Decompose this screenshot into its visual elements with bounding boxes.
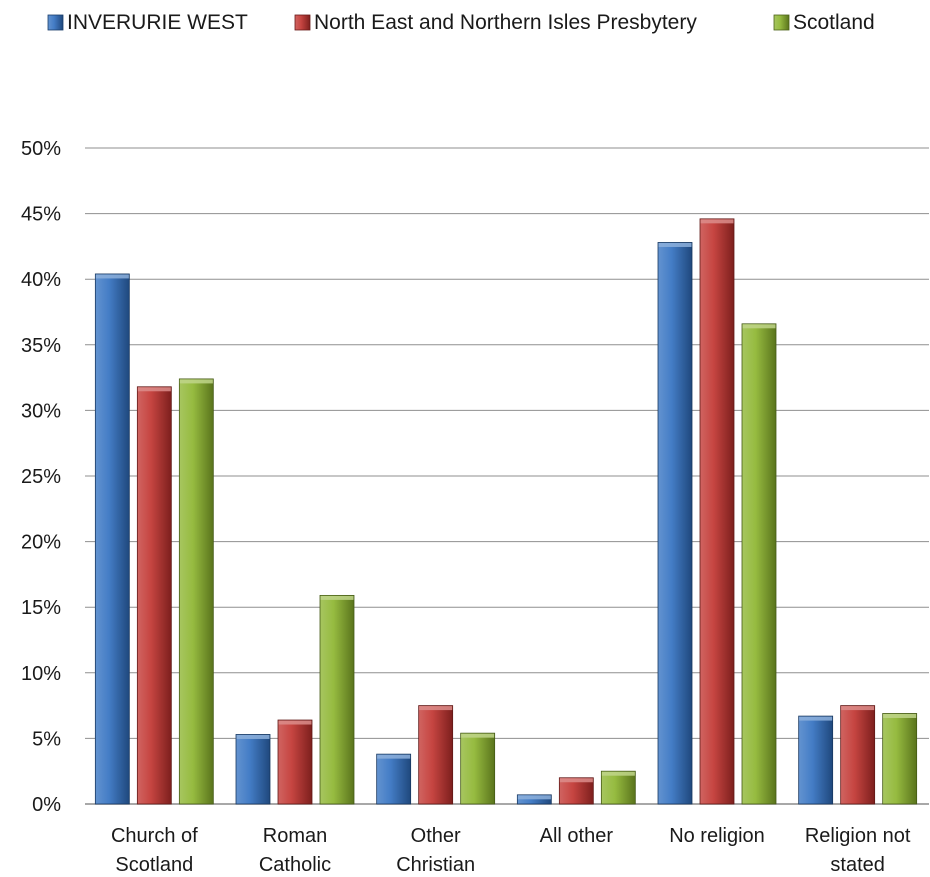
bar: [419, 706, 453, 804]
bar-body: [461, 733, 495, 804]
bar-body: [601, 771, 635, 804]
bar-top-highlight: [518, 795, 551, 799]
bar-top-highlight: [743, 324, 776, 328]
legend-label: Scotland: [793, 11, 875, 34]
y-tick-label: 5%: [32, 728, 61, 750]
y-tick-label: 40%: [21, 269, 61, 291]
bar-top-highlight: [96, 274, 129, 278]
legend-swatch: [48, 15, 63, 30]
bar-top-highlight: [419, 706, 452, 710]
bar: [95, 274, 129, 804]
y-tick-label: 50%: [21, 138, 61, 160]
bar-body: [278, 720, 312, 804]
legend-item: Scotland: [774, 11, 875, 34]
legend-item: INVERURIE WEST: [48, 11, 248, 34]
bar-body: [799, 716, 833, 804]
x-tick-label-line: Religion not: [805, 825, 911, 847]
bar-top-highlight: [841, 706, 874, 710]
x-tick-label-line: All other: [540, 825, 614, 847]
bar-body: [179, 379, 213, 804]
x-tick-label-line: Christian: [396, 854, 475, 876]
y-tick-label: 35%: [21, 335, 61, 357]
bar-body: [841, 706, 875, 804]
bar-top-highlight: [659, 243, 692, 247]
x-tick-label: Religion not stated: [805, 825, 911, 876]
x-tick-label: All other: [540, 825, 614, 847]
bar-top-highlight: [377, 755, 410, 759]
x-tick-label-line: No religion: [669, 825, 765, 847]
bar: [601, 771, 635, 804]
x-tick-label: No religion: [669, 825, 765, 847]
x-tick-label-line: Scotland: [115, 854, 193, 876]
bar: [278, 720, 312, 804]
bar-body: [236, 734, 270, 804]
bar: [742, 324, 776, 804]
bar-top-highlight: [602, 772, 635, 776]
bar: [883, 713, 917, 804]
bar-body: [95, 274, 129, 804]
bar: [320, 595, 354, 804]
x-tick-label: Other Christian: [396, 825, 475, 876]
legend-label: INVERURIE WEST: [67, 11, 248, 34]
bar: [179, 379, 213, 804]
legend-swatch: [295, 15, 310, 30]
bar: [236, 734, 270, 804]
bar: [799, 716, 833, 804]
bar-top-highlight: [180, 379, 213, 383]
bar-body: [700, 219, 734, 804]
legend-label: North East and Northern Isles Presbytery: [314, 11, 697, 34]
x-tick-label-line: Catholic: [259, 854, 331, 876]
bar-body: [742, 324, 776, 804]
x-tick-label-line: Church of: [111, 825, 198, 847]
y-tick-label: 25%: [21, 466, 61, 488]
bar: [841, 706, 875, 804]
bar: [700, 219, 734, 804]
legend-swatch: [774, 15, 789, 30]
bar-top-highlight: [237, 735, 270, 739]
legend-item: North East and Northern Isles Presbytery: [295, 11, 697, 34]
y-tick-label: 0%: [32, 794, 61, 816]
x-tick-label-line: stated: [830, 854, 884, 876]
bar-top-highlight: [138, 387, 171, 391]
x-tick-label-line: Other: [411, 825, 461, 847]
bar: [658, 242, 692, 804]
bars: [95, 219, 916, 804]
y-tick-label: 10%: [21, 663, 61, 685]
y-tick-label: 20%: [21, 532, 61, 554]
y-tick-label: 15%: [21, 597, 61, 619]
bar: [461, 733, 495, 804]
x-tick-label: Church of Scotland: [111, 825, 198, 876]
y-tick-label: 45%: [21, 204, 61, 226]
bar-body: [419, 706, 453, 804]
bar-body: [658, 242, 692, 804]
y-axis: 0% 5% 10% 15% 20% 25% 30% 35% 40% 45% 50%: [21, 138, 61, 816]
bar-body: [377, 754, 411, 804]
bar-top-highlight: [321, 596, 354, 600]
y-tick-label: 30%: [21, 400, 61, 422]
x-tick-label: Roman Catholic: [259, 825, 331, 876]
bar-top-highlight: [883, 714, 916, 718]
bar: [377, 754, 411, 804]
bar-body: [883, 713, 917, 804]
bar-top-highlight: [461, 734, 494, 738]
legend: INVERURIE WEST North East and Northern Is…: [48, 11, 875, 34]
bar: [517, 795, 551, 804]
bar: [559, 778, 593, 804]
bar-top-highlight: [701, 219, 734, 223]
bar: [137, 387, 171, 804]
bar-body: [320, 595, 354, 804]
bar-top-highlight: [560, 778, 593, 782]
bar-body: [137, 387, 171, 804]
x-axis: Church of Scotland Roman Catholic Other Chris…: [111, 825, 911, 876]
bar-top-highlight: [279, 721, 312, 725]
x-tick-label-line: Roman: [263, 825, 327, 847]
bar-top-highlight: [799, 717, 832, 721]
